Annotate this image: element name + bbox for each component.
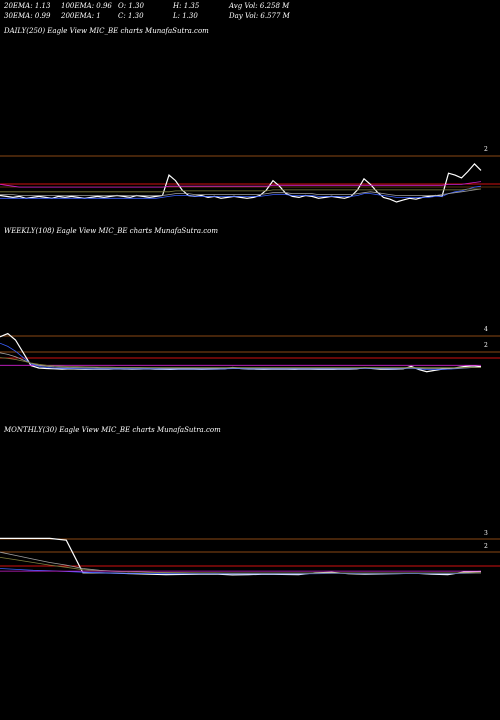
weekly-series-line-4 [0, 357, 481, 369]
header-low: L: 1.30 [172, 12, 198, 20]
header-200ema: 200EMA: 1 [60, 12, 101, 20]
weekly-series-line-3 [0, 352, 482, 369]
weekly-upper-tick: 4 [484, 326, 488, 333]
monthly-series-line-2 [0, 551, 482, 574]
monthly-series-line-3 [0, 557, 481, 574]
weekly-lower-tick: 2 [484, 342, 488, 349]
weekly-plot [0, 332, 482, 373]
monthly-upper-tick: 3 [484, 530, 488, 537]
monthly-series-line-1 [0, 568, 482, 575]
weekly-title: WEEKLY(108) Eagle View MIC_BE charts Mun… [4, 227, 218, 235]
daily-series-line-3 [0, 188, 482, 196]
header-100ema: 100EMA: 0.96 [61, 2, 112, 10]
monthly-panel: MONTHLY(30) Eagle View MIC_BE charts Mun… [0, 426, 500, 576]
daily-series-line-2 [0, 185, 482, 199]
daily-upper-tick: 2 [484, 146, 488, 153]
header-20ema: 20EMA: 1.13 [3, 2, 51, 10]
daily-plot [0, 163, 482, 203]
monthly-title: MONTHLY(30) Eagle View MIC_BE charts Mun… [3, 426, 221, 434]
daily-panel: DAILY(250) Eagle View MIC_BE charts Muna… [0, 27, 500, 203]
daily-series-line-1 [0, 181, 482, 188]
header-day-vol: Day Vol: 6.577 M [228, 12, 291, 20]
weekly-panel: WEEKLY(108) Eagle View MIC_BE charts Mun… [0, 227, 500, 373]
monthly-series-line-0 [0, 537, 482, 576]
header-close: C: 1.30 [118, 12, 144, 20]
monthly-plot [0, 537, 482, 576]
header-indicators: 20EMA: 1.13 100EMA: 0.96 O: 1.30 H: 1.35… [3, 2, 291, 20]
daily-series-line-4 [0, 188, 481, 193]
daily-title: DAILY(250) Eagle View MIC_BE charts Muna… [3, 27, 209, 35]
weekly-series-line-0 [0, 332, 482, 373]
daily-series-line-0 [0, 163, 482, 203]
header-avg-vol: Avg Vol: 6.258 M [228, 2, 290, 10]
monthly-lower-tick: 2 [484, 543, 488, 550]
header-high: H: 1.35 [172, 2, 200, 10]
header-30ema: 30EMA: 0.99 [4, 12, 51, 20]
header-open: O: 1.30 [118, 2, 144, 10]
weekly-series-line-2 [0, 342, 482, 371]
